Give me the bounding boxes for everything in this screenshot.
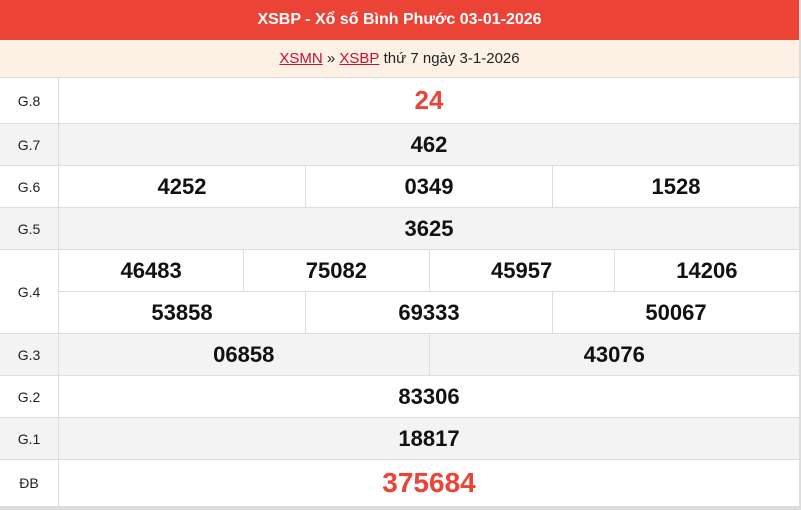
breadcrumb-date: thứ 7 ngày 3-1-2026 — [383, 50, 520, 67]
page-title: XSBP - Xổ số Bình Phước 03-01-2026 — [0, 0, 799, 40]
prize-number: 375684 — [382, 467, 476, 498]
prize-label: G.5 — [0, 208, 59, 249]
prize-number: 18817 — [398, 425, 460, 451]
prize-label: G.7 — [0, 124, 59, 165]
prize-number: 06858 — [213, 341, 275, 367]
prize-row-g1: G.1 18817 — [0, 418, 799, 460]
prize-label: G.2 — [0, 376, 59, 417]
prize-number: 0349 — [305, 166, 552, 207]
prize-row-g7: G.7 462 — [0, 124, 799, 166]
breadcrumb-separator: » — [326, 50, 336, 67]
prize-label: ĐB — [0, 460, 59, 506]
breadcrumb: XSMN » XSBP thứ 7 ngày 3-1-2026 — [0, 40, 799, 78]
prize-number: 83306 — [398, 383, 460, 409]
prize-row-g3: G.3 06858 43076 — [0, 334, 799, 376]
prize-label: G.3 — [0, 334, 59, 375]
prize-number: 45957 — [428, 250, 614, 291]
prize-number: 14206 — [613, 250, 799, 291]
prize-number: 50067 — [552, 292, 799, 333]
prize-row-g2: G.2 83306 — [0, 376, 799, 418]
prize-number: 3625 — [404, 215, 454, 241]
breadcrumb-link-xsbp[interactable]: XSBP — [339, 50, 380, 67]
prize-row-g6: G.6 4252 0349 1528 — [0, 166, 799, 208]
prize-number: 46483 — [120, 257, 182, 283]
prize-number: 75082 — [243, 250, 428, 291]
prize-label: G.8 — [0, 78, 59, 123]
prize-row-db: ĐB 375684 — [0, 460, 799, 507]
prize-label: G.6 — [0, 166, 59, 207]
breadcrumb-link-xsmn[interactable]: XSMN — [279, 50, 323, 67]
prize-number: 462 — [410, 131, 448, 157]
prize-number: 69333 — [305, 292, 552, 333]
prize-row-g4: G.4 46483 75082 45957 14206 53858 69333 50067 — [0, 250, 799, 334]
prize-number: 1528 — [552, 166, 799, 207]
prize-number: 43076 — [428, 334, 800, 375]
prize-row-g5: G.5 3625 — [0, 208, 799, 250]
prize-number: 53858 — [151, 299, 213, 325]
prize-label: G.1 — [0, 418, 59, 459]
prize-row-g8: G.8 24 — [0, 78, 799, 124]
prize-label: G.4 — [0, 250, 59, 333]
prize-number: 4252 — [157, 173, 207, 199]
prize-number: 24 — [414, 85, 444, 115]
